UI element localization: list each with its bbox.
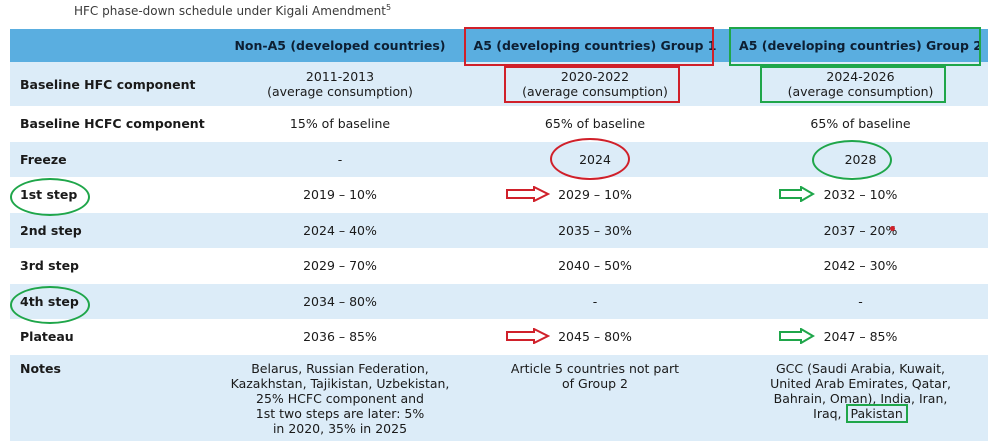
green-arrow-icon <box>779 186 815 202</box>
table-cell: - <box>733 283 988 319</box>
table-cell: 2024 – 40% <box>223 212 457 248</box>
notes-row: Notes Belarus, Russian Federation, Kazakh… <box>10 354 988 441</box>
table-cell: 2042 – 30% <box>733 248 988 284</box>
table-cell: 2034 – 80% <box>223 283 457 319</box>
table-row: 4th step 2034 – 80% - - <box>10 283 988 319</box>
table-header-row: Non-A5 (developed countries) A5 (develop… <box>10 29 988 62</box>
table-row: Baseline HCFC component 15% of baseline … <box>10 106 988 142</box>
row-label: Freeze <box>10 141 223 177</box>
table-cell: 2036 – 85% <box>223 319 457 355</box>
table-cell: 2024-2026 (average consumption) <box>733 62 988 106</box>
row-label: Baseline HCFC component <box>10 106 223 142</box>
table-cell: 2020-2022 (average consumption) <box>457 62 733 106</box>
row-label: Baseline HFC component <box>10 62 223 106</box>
pakistan-highlight: Pakistan <box>845 403 908 423</box>
red-arrow-icon <box>506 186 550 202</box>
row-label: Notes <box>10 354 223 441</box>
table-cell: 2011-2013 (average consumption) <box>223 62 457 106</box>
table-cell: 2047 – 85% <box>733 319 988 355</box>
page-title: HFC phase-down schedule under Kigali Ame… <box>74 3 392 18</box>
table-cell: 2028 <box>733 141 988 177</box>
notes-cell: Belarus, Russian Federation, Kazakhstan, … <box>223 354 457 441</box>
table-cell: 2029 – 10% <box>457 177 733 213</box>
table-cell: 2032 – 10% <box>733 177 988 213</box>
table-row: 2nd step 2024 – 40% 2035 – 30% 2037 – 20… <box>10 212 988 248</box>
table-cell: 2024 <box>457 141 733 177</box>
row-label: 4th step <box>10 283 223 319</box>
row-label: Plateau <box>10 319 223 355</box>
table-cell: 65% of baseline <box>457 106 733 142</box>
table-row: Plateau 2036 – 85% 2045 – 80% 2047 – 85% <box>10 319 988 355</box>
header-a5-group1: A5 (developing countries) Group 1 <box>457 29 733 62</box>
green-arrow-icon <box>779 328 815 344</box>
table-row: Freeze - 2024 2028 <box>10 141 988 177</box>
row-label: 1st step <box>10 177 223 213</box>
table-cell: 2040 – 50% <box>457 248 733 284</box>
row-label: 3rd step <box>10 248 223 284</box>
table-cell: 2037 – 20% <box>733 212 988 248</box>
table-cell: 65% of baseline <box>733 106 988 142</box>
table-row: Baseline HFC component 2011-2013 (average… <box>10 62 988 106</box>
notes-cell: Article 5 countries not part of Group 2 <box>457 354 733 441</box>
table-cell: 2019 – 10% <box>223 177 457 213</box>
row-label: 2nd step <box>10 212 223 248</box>
table-cell: 2035 – 30% <box>457 212 733 248</box>
table-row: 3rd step 2029 – 70% 2040 – 50% 2042 – 30… <box>10 248 988 284</box>
table-cell: 2045 – 80% <box>457 319 733 355</box>
table-cell: - <box>223 141 457 177</box>
table-cell: 2029 – 70% <box>223 248 457 284</box>
table-row: 1st step 2019 – 10% 2029 – 10% 2032 – 10… <box>10 177 988 213</box>
table-cell: 15% of baseline <box>223 106 457 142</box>
notes-cell: GCC (Saudi Arabia, Kuwait, United Arab Em… <box>733 354 988 441</box>
table-cell: - <box>457 283 733 319</box>
header-blank <box>10 29 223 62</box>
red-arrow-icon <box>506 328 550 344</box>
header-non-a5: Non-A5 (developed countries) <box>223 29 457 62</box>
hfc-schedule-table: Non-A5 (developed countries) A5 (develop… <box>10 29 988 441</box>
header-a5-group2: A5 (developing countries) Group 2 <box>733 29 988 62</box>
